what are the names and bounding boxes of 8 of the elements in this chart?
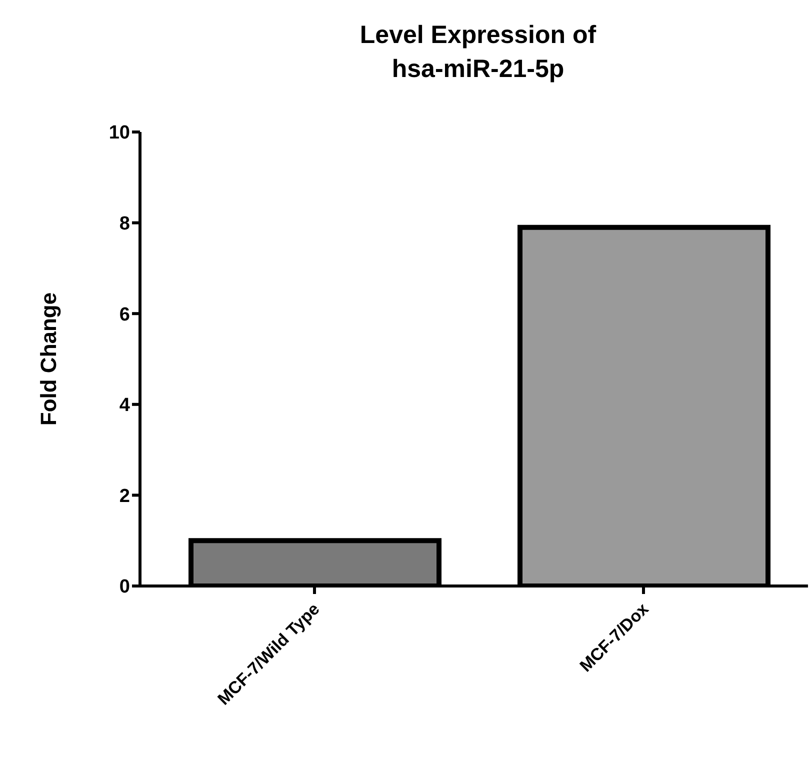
y-tick-label: 6	[119, 304, 130, 326]
y-tick-label: 10	[108, 122, 130, 144]
y-axis-title: Fold Change	[36, 292, 61, 426]
y-tick-label: 0	[119, 576, 130, 598]
y-tick-label: 4	[119, 395, 130, 416]
chart-title: Level Expression of hsa-miR-21-5p	[358, 20, 598, 85]
y-tick-label: 8	[119, 214, 130, 235]
y-tick-label: 2	[119, 486, 130, 507]
